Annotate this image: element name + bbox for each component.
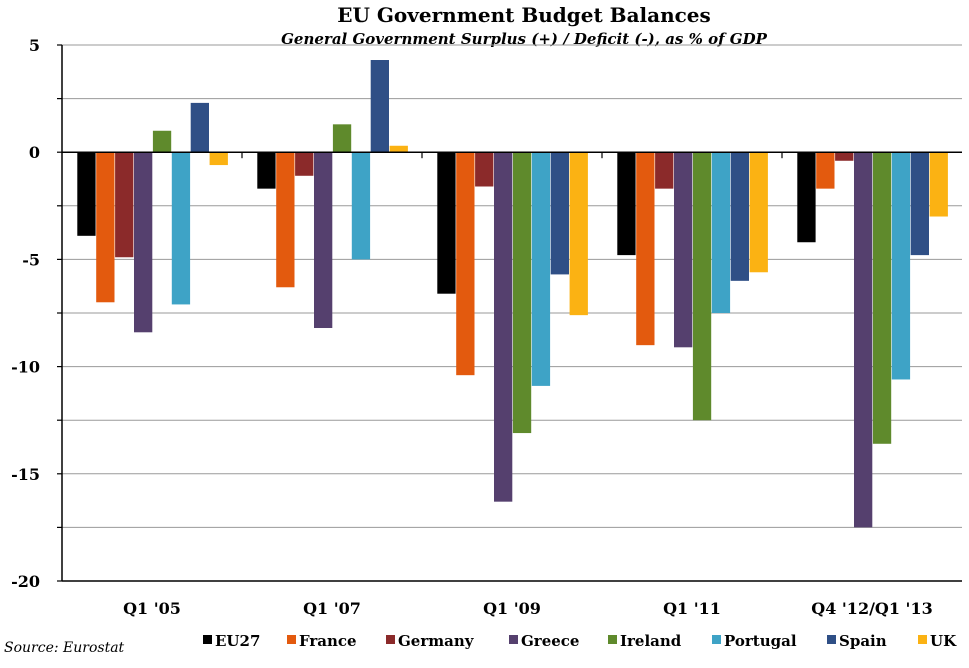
legend-label: Portugal xyxy=(724,632,797,650)
legend-item-portugal: Portugal xyxy=(712,632,797,650)
bar-germany xyxy=(475,152,494,187)
legend-swatch xyxy=(827,635,836,644)
bar-uk xyxy=(389,145,408,153)
legend-item-ireland: Ireland xyxy=(608,632,682,650)
legend-swatch xyxy=(287,635,296,644)
y-tick-labels: 5 0 -5 -10 -15 -20 xyxy=(11,36,40,591)
y-tick-label: 5 xyxy=(29,36,40,55)
bar-portugal xyxy=(531,152,551,386)
bar-eu27 xyxy=(437,152,456,294)
axes xyxy=(57,44,962,582)
bar-france xyxy=(276,152,295,288)
legend-label: Ireland xyxy=(620,632,682,650)
bar-france xyxy=(816,152,835,189)
legend-label: Spain xyxy=(839,632,887,650)
bar-spain xyxy=(730,152,749,281)
category-labels: Q1 '05 Q1 '07 Q1 '09 Q1 '11 Q4 '12/Q1 '13 xyxy=(123,599,933,618)
bars xyxy=(77,60,948,528)
y-tick-label: -15 xyxy=(11,465,40,484)
legend-label: Greece xyxy=(521,632,579,650)
legend-label: EU27 xyxy=(215,632,260,650)
legend-swatch xyxy=(203,635,212,644)
bar-france xyxy=(96,152,115,303)
bar-ireland xyxy=(512,152,532,434)
bar-ireland xyxy=(152,130,172,153)
bar-spain xyxy=(190,102,209,153)
chart-subtitle: General Government Surplus (+) / Deficit… xyxy=(281,30,767,48)
category-label: Q1 '07 xyxy=(303,599,361,618)
chart-title: EU Government Budget Balances xyxy=(337,3,711,27)
bar-spain xyxy=(550,152,569,275)
legend-item-france: France xyxy=(287,632,357,650)
bar-portugal xyxy=(171,152,191,305)
legend-item-eu27: EU27 xyxy=(203,632,260,650)
legend-item-spain: Spain xyxy=(827,632,887,650)
bar-eu27 xyxy=(797,152,816,243)
bar-eu27 xyxy=(77,152,96,236)
bar-spain xyxy=(370,60,389,153)
bar-uk xyxy=(209,152,228,166)
bar-greece xyxy=(854,152,873,528)
legend: EU27 France Germany Greece Ireland Portugal Sp… xyxy=(203,632,957,650)
bar-greece xyxy=(494,152,513,502)
bar-uk xyxy=(749,152,768,273)
bar-germany xyxy=(655,152,674,189)
y-tick-label: 0 xyxy=(29,143,40,162)
bar-portugal xyxy=(891,152,911,380)
bar-ireland xyxy=(872,152,892,444)
bar-ireland xyxy=(692,152,712,421)
legend-item-germany: Germany xyxy=(386,632,475,650)
bar-greece xyxy=(674,152,693,348)
legend-label: Germany xyxy=(398,632,475,650)
category-label: Q1 '11 xyxy=(663,599,721,618)
category-label: Q1 '09 xyxy=(483,599,541,618)
bar-uk xyxy=(569,152,588,316)
legend-item-uk: UK xyxy=(918,632,957,650)
bar-germany xyxy=(115,152,134,258)
legend-label: UK xyxy=(930,632,957,650)
bar-spain xyxy=(910,152,929,256)
bar-uk xyxy=(929,152,948,217)
legend-swatch xyxy=(918,635,927,644)
category-label: Q4 '12/Q1 '13 xyxy=(811,599,932,618)
bar-greece xyxy=(314,152,333,329)
bar-portugal xyxy=(711,152,731,313)
bar-france xyxy=(456,152,475,376)
legend-swatch xyxy=(386,635,395,644)
bar-germany xyxy=(295,152,314,176)
bar-greece xyxy=(134,152,153,333)
legend-label: France xyxy=(299,632,357,650)
y-tick-label: -5 xyxy=(22,250,40,269)
bar-portugal xyxy=(351,152,371,260)
legend-swatch xyxy=(509,635,518,644)
legend-item-greece: Greece xyxy=(509,632,579,650)
bar-eu27 xyxy=(257,152,276,189)
y-tick-label: -10 xyxy=(11,358,40,377)
bar-france xyxy=(636,152,655,346)
y-tick-label: -20 xyxy=(11,572,40,591)
source-note: Source: Eurostat xyxy=(4,640,125,656)
bar-germany xyxy=(835,152,854,161)
legend-swatch xyxy=(712,635,721,644)
bar-ireland xyxy=(332,124,352,153)
category-label: Q1 '05 xyxy=(123,599,181,618)
legend-swatch xyxy=(608,635,617,644)
bar-eu27 xyxy=(617,152,636,256)
